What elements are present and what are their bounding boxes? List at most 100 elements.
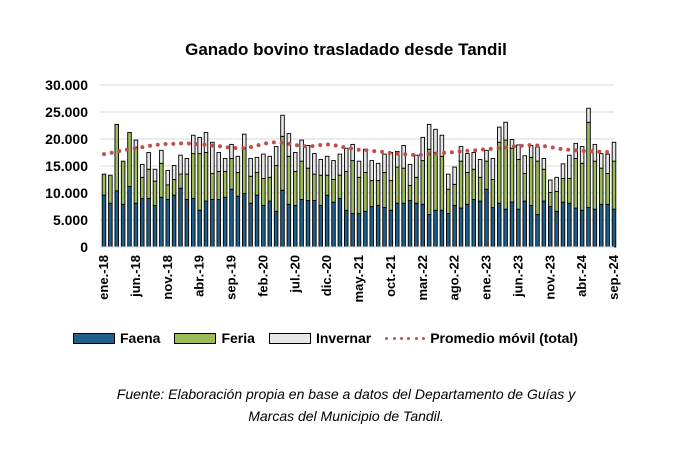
moving-average-dot — [418, 152, 423, 157]
bar-faena — [573, 207, 579, 248]
bar-feria — [452, 183, 457, 206]
bar-feria — [541, 168, 547, 202]
bar-faena — [554, 210, 559, 248]
bar-faena — [337, 197, 343, 248]
moving-average-dot — [318, 143, 323, 148]
bar-invernar — [452, 166, 457, 185]
bar-faena — [382, 207, 387, 248]
x-tick-label: sep.-19 — [224, 255, 239, 300]
x-tick-label: ene.-18 — [96, 255, 111, 300]
moving-average-dot — [248, 145, 253, 150]
bar-feria — [592, 160, 598, 210]
bar-faena — [248, 202, 253, 248]
bar-faena — [420, 203, 426, 248]
moving-average-dot — [155, 142, 160, 147]
bar-invernar — [509, 139, 515, 149]
bar-invernar — [344, 147, 349, 172]
moving-average-dot — [558, 146, 563, 151]
moving-average-dot — [442, 150, 447, 155]
bar-faena — [178, 187, 183, 248]
bar-faena — [611, 208, 617, 248]
bar-invernar — [210, 141, 215, 175]
bar-invernar — [388, 152, 394, 182]
bar-feria — [261, 177, 266, 206]
x-tick-label: abr.-24 — [574, 254, 589, 297]
bar-invernar — [586, 107, 591, 123]
x-tick-label: jun.-23 — [510, 255, 525, 298]
bar-feria — [605, 173, 610, 205]
bar-faena — [133, 202, 139, 248]
bar-feria — [548, 192, 553, 207]
bar-feria — [210, 173, 215, 200]
bar-faena — [146, 197, 151, 248]
bar-invernar — [356, 160, 362, 178]
bar-faena — [190, 197, 196, 248]
bar-feria — [509, 147, 515, 203]
bar-feria — [426, 148, 432, 216]
bar-feria — [146, 168, 151, 199]
bar-feria — [599, 167, 604, 205]
bar-invernar — [152, 168, 158, 182]
bar-faena — [522, 200, 528, 248]
bar-faena — [293, 204, 298, 248]
bar-feria — [299, 160, 304, 200]
legend-swatch-faena — [73, 332, 115, 344]
bar-faena — [548, 206, 553, 248]
bar-feria — [159, 162, 164, 198]
bar-feria — [471, 168, 477, 200]
bar-invernar — [465, 153, 470, 173]
moving-average-dot — [403, 152, 408, 157]
moving-average-dot — [132, 146, 137, 151]
bar-feria — [197, 153, 202, 211]
bar-feria — [178, 173, 183, 189]
x-tick-label: feb.-20 — [255, 255, 270, 297]
bar-invernar — [503, 121, 508, 141]
bar-faena — [471, 199, 477, 248]
bar-feria — [127, 132, 132, 187]
moving-average-dot — [140, 145, 145, 150]
bar-invernar — [318, 159, 324, 176]
y-tick-label: 30.000 — [45, 77, 88, 93]
x-tick-label: nov.-18 — [160, 255, 175, 300]
moving-average-dot — [210, 143, 215, 148]
bar-faena — [108, 202, 113, 248]
bar-faena — [267, 200, 273, 248]
bar-faena — [305, 200, 311, 248]
bar-faena — [484, 188, 489, 248]
bar-invernar — [293, 152, 298, 172]
bar-invernar — [407, 163, 413, 186]
bar-invernar — [261, 153, 266, 179]
y-tick-label: 20.000 — [45, 131, 88, 147]
moving-average-dot — [333, 143, 338, 148]
bar-feria — [229, 157, 234, 190]
bar-invernar — [197, 136, 202, 155]
bar-feria — [337, 174, 343, 199]
bar-faena — [567, 202, 572, 248]
moving-average-dot — [279, 140, 284, 145]
moving-average-dot — [109, 150, 114, 155]
bar-feria — [503, 139, 508, 210]
x-tick-label: jun.-18 — [128, 255, 143, 298]
x-tick-label: oct.-21 — [383, 255, 398, 297]
bar-invernar — [599, 153, 604, 169]
moving-average-dot — [519, 143, 524, 148]
bar-invernar — [324, 155, 330, 176]
bar-faena — [414, 202, 419, 248]
moving-average-dot — [310, 144, 315, 149]
y-tick-label: 15.000 — [45, 158, 88, 174]
bar-faena — [401, 202, 406, 248]
bar-feria — [414, 176, 419, 204]
bar-faena — [216, 199, 221, 248]
bar-feria — [560, 177, 566, 203]
bar-invernar — [414, 154, 419, 178]
bar-faena — [592, 208, 598, 248]
bar-faena — [599, 203, 604, 248]
bar-faena — [331, 201, 336, 248]
moving-average-dot — [256, 143, 261, 148]
bar-feria — [497, 141, 502, 204]
legend-item-feria: Feria — [174, 330, 255, 346]
moving-average-dot — [535, 143, 540, 148]
bar-feria — [139, 176, 145, 199]
bar-feria — [395, 166, 400, 204]
bar-invernar — [171, 165, 177, 180]
